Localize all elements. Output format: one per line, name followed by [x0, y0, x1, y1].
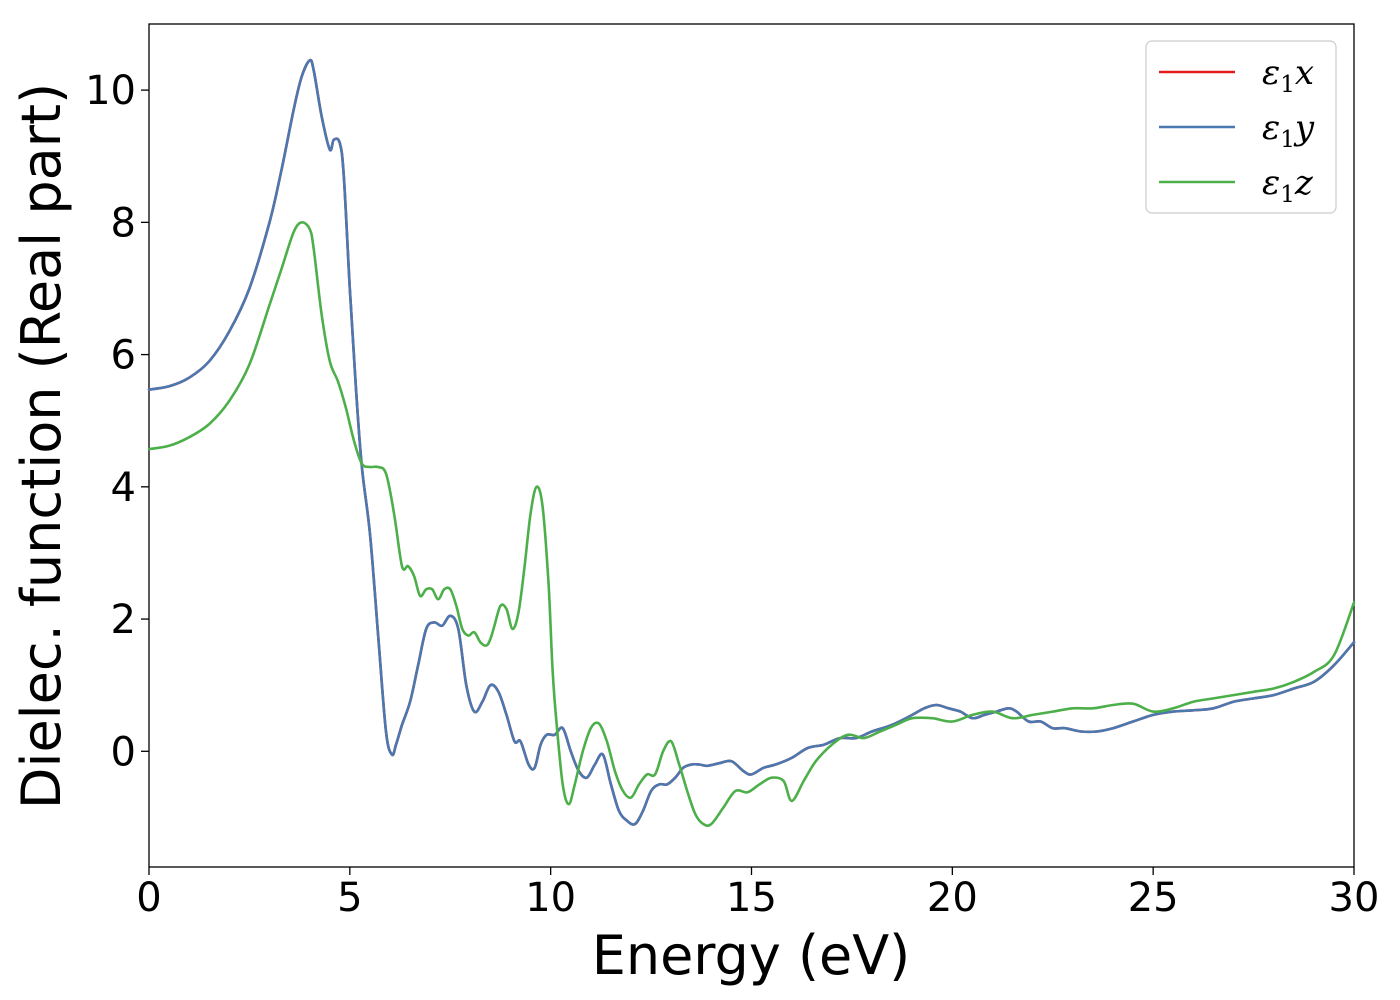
- legend-variable: y: [1293, 108, 1315, 148]
- legend-symbol: ε: [1262, 108, 1280, 148]
- y-tick-label: 6: [111, 333, 136, 379]
- x-tick-label: 25: [1128, 875, 1179, 921]
- series-line-y: [147, 58, 1356, 826]
- legend-variable: x: [1295, 53, 1314, 93]
- legend-symbol: ε: [1262, 53, 1280, 93]
- legend-label-x: ε1x: [1262, 53, 1314, 98]
- legend-subscript: 1: [1280, 127, 1295, 153]
- y-tick-label: 4: [111, 465, 136, 511]
- x-tick-label: 0: [136, 875, 161, 921]
- series-lines: [147, 58, 1356, 827]
- legend-frame: [1145, 40, 1337, 214]
- x-tick-label: 30: [1329, 875, 1380, 921]
- legend-label-y: ε1y: [1262, 108, 1315, 153]
- x-tick-label: 5: [337, 875, 362, 921]
- y-axis-label: Dielec. function (Real part): [10, 83, 73, 809]
- y-tick-label: 10: [85, 68, 136, 114]
- y-axis: 0 2 4 6 8 10: [85, 68, 149, 775]
- x-axis-label: Energy (eV): [592, 924, 911, 987]
- y-tick-label: 0: [111, 729, 136, 775]
- y-tick-label: 2: [111, 597, 136, 643]
- legend-subscript: 1: [1280, 72, 1295, 98]
- legend-symbol: ε: [1262, 163, 1280, 203]
- x-tick-label: 10: [525, 875, 576, 921]
- x-tick-label: 15: [726, 875, 777, 921]
- y-tick-label: 8: [111, 200, 136, 246]
- legend-subscript: 1: [1280, 182, 1295, 208]
- series-line-z: [147, 221, 1356, 827]
- x-tick-label: 20: [927, 875, 978, 921]
- x-axis: 0 5 10 15 20 25 30: [136, 867, 1379, 921]
- legend-label-z: ε1z: [1262, 163, 1314, 208]
- legend-variable: z: [1294, 163, 1314, 203]
